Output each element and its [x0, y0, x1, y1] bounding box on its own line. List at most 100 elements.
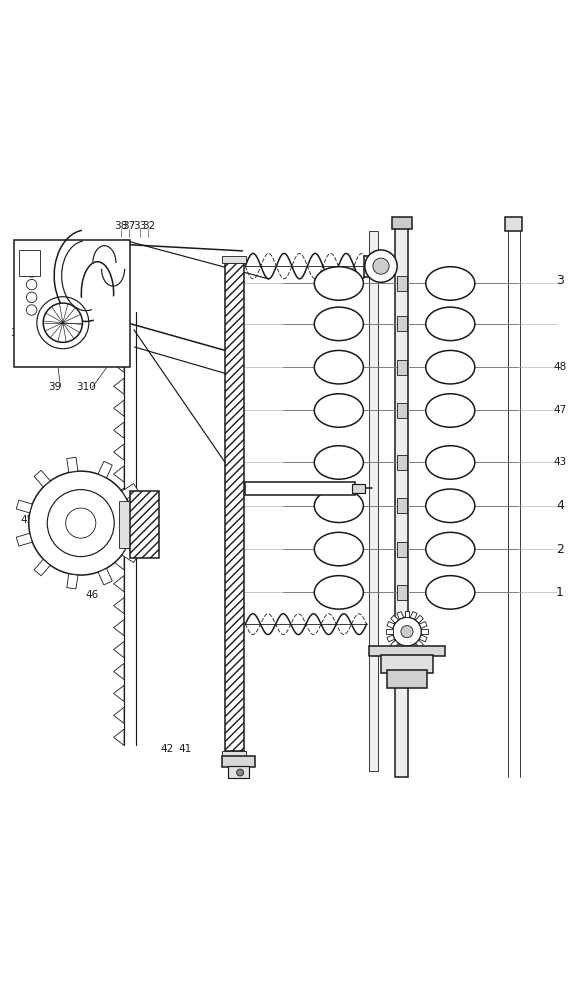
Text: 310: 310 [76, 382, 96, 392]
Polygon shape [114, 400, 124, 416]
Ellipse shape [314, 307, 363, 341]
Bar [396, 542, 407, 557]
Circle shape [47, 490, 114, 557]
Bar [222, 751, 247, 757]
Polygon shape [114, 554, 124, 570]
Text: 35: 35 [26, 296, 40, 306]
Circle shape [237, 769, 244, 776]
Ellipse shape [426, 307, 475, 341]
Polygon shape [114, 334, 124, 350]
Ellipse shape [314, 532, 363, 566]
Polygon shape [16, 533, 32, 546]
Bar [396, 403, 407, 418]
Polygon shape [114, 532, 124, 548]
Polygon shape [416, 640, 423, 648]
Polygon shape [114, 488, 124, 504]
Ellipse shape [426, 446, 475, 479]
Polygon shape [114, 729, 124, 745]
Ellipse shape [426, 350, 475, 384]
Text: 45: 45 [20, 515, 34, 525]
Ellipse shape [426, 532, 475, 566]
Polygon shape [114, 620, 124, 636]
Polygon shape [114, 707, 124, 723]
Bar [370, 231, 378, 771]
Text: 41: 41 [178, 744, 191, 754]
Ellipse shape [426, 267, 475, 300]
Polygon shape [114, 598, 124, 614]
Polygon shape [114, 356, 124, 372]
Polygon shape [98, 461, 113, 478]
Text: 3: 3 [556, 274, 564, 287]
Bar [381, 655, 433, 673]
Polygon shape [122, 547, 139, 563]
Polygon shape [419, 622, 427, 628]
Polygon shape [98, 568, 113, 585]
Bar [396, 276, 407, 291]
Bar [352, 484, 365, 493]
Bar [387, 670, 427, 688]
Circle shape [43, 303, 82, 342]
Polygon shape [114, 641, 124, 658]
Text: 44: 44 [141, 530, 154, 540]
Bar [396, 316, 407, 331]
Polygon shape [410, 644, 417, 652]
Bar [396, 585, 407, 600]
Bar [15, 240, 130, 367]
Bar [364, 256, 378, 277]
Bar [396, 498, 407, 513]
Polygon shape [67, 574, 78, 589]
Ellipse shape [426, 394, 475, 427]
Polygon shape [405, 646, 409, 652]
Ellipse shape [314, 267, 363, 300]
Bar [505, 217, 522, 231]
Text: 32: 32 [142, 221, 155, 231]
Text: 312: 312 [27, 284, 47, 294]
Polygon shape [387, 635, 395, 642]
Circle shape [392, 617, 422, 646]
Ellipse shape [426, 576, 475, 609]
Bar [225, 263, 244, 751]
Text: 47: 47 [553, 405, 567, 415]
Text: 31: 31 [10, 328, 24, 338]
Text: 33: 33 [134, 221, 147, 231]
Circle shape [365, 250, 397, 282]
Polygon shape [114, 422, 124, 438]
Bar [130, 491, 159, 558]
Bar [395, 226, 408, 777]
Polygon shape [114, 663, 124, 680]
Polygon shape [391, 640, 398, 648]
Polygon shape [391, 615, 398, 623]
Polygon shape [114, 444, 124, 460]
Bar [392, 217, 412, 229]
Polygon shape [34, 559, 50, 576]
Polygon shape [34, 470, 50, 487]
Polygon shape [114, 378, 124, 394]
Polygon shape [397, 612, 403, 619]
Text: 43: 43 [553, 457, 567, 467]
Bar [120, 501, 131, 548]
Polygon shape [133, 518, 146, 528]
Circle shape [66, 508, 96, 538]
Text: 42: 42 [161, 744, 174, 754]
Bar [222, 256, 247, 263]
Circle shape [373, 258, 389, 274]
Circle shape [401, 626, 413, 638]
Text: 46: 46 [86, 590, 99, 600]
Bar [228, 766, 250, 778]
Ellipse shape [314, 446, 363, 479]
Polygon shape [67, 457, 78, 472]
Ellipse shape [314, 576, 363, 609]
Bar [396, 360, 407, 375]
Polygon shape [16, 500, 32, 513]
Ellipse shape [314, 350, 363, 384]
Ellipse shape [314, 489, 363, 523]
Polygon shape [410, 612, 417, 619]
Text: 1: 1 [556, 586, 564, 599]
Circle shape [29, 471, 133, 575]
Polygon shape [416, 615, 423, 623]
Text: 48: 48 [553, 362, 567, 372]
Text: 39: 39 [48, 382, 61, 392]
Text: 4: 4 [556, 499, 564, 512]
Bar [396, 455, 407, 470]
Polygon shape [114, 510, 124, 526]
